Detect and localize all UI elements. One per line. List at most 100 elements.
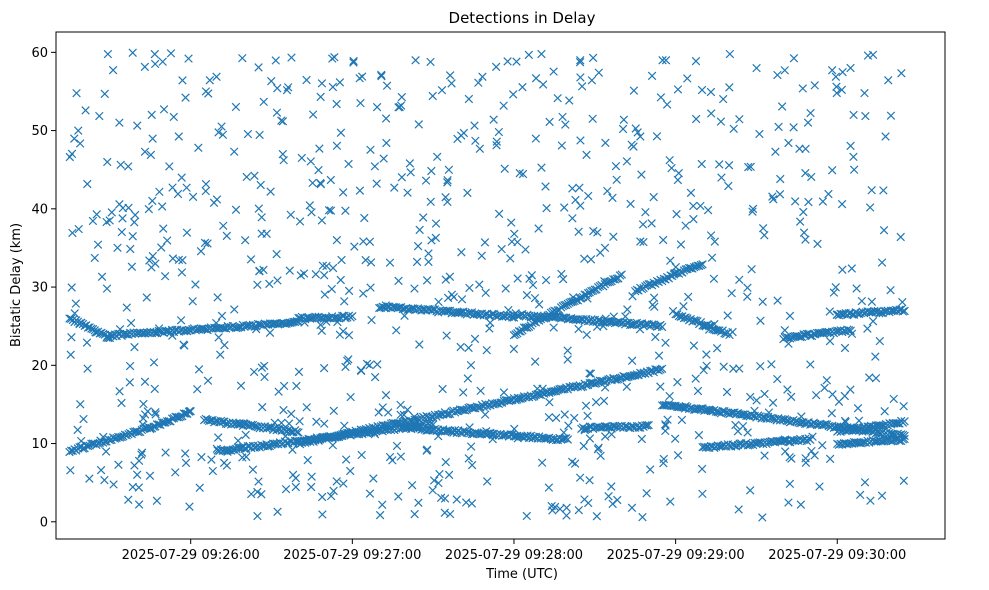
detection-point [235, 420, 244, 429]
x-tick-label: 2025-07-29 09:26:00 [122, 548, 260, 563]
detection-point [317, 326, 327, 336]
detection-point [67, 332, 76, 342]
detection-point [617, 270, 626, 279]
detection-point [191, 280, 200, 289]
detection-point [694, 430, 704, 440]
detection-point [184, 54, 193, 63]
detection-point [123, 162, 133, 171]
detection-point [337, 255, 346, 265]
detection-point [562, 511, 571, 520]
detection-point [196, 247, 206, 256]
detection-point [299, 269, 309, 278]
detection-point [444, 470, 454, 480]
detection-point [461, 498, 471, 507]
detection-point [292, 381, 301, 391]
detection-point [75, 139, 85, 148]
detection-point [628, 292, 637, 301]
detection-point [725, 83, 734, 92]
detection-point [797, 412, 806, 421]
detection-point [593, 228, 602, 237]
detection-point [716, 117, 726, 126]
detection-point [277, 418, 286, 428]
detection-point [658, 56, 667, 65]
detection-point [585, 476, 594, 485]
detection-point [65, 152, 75, 162]
detection-point [327, 284, 337, 294]
detection-point [583, 411, 592, 421]
detection-point [900, 306, 909, 316]
detection-point [118, 203, 128, 213]
detection-point [464, 94, 474, 104]
detection-point [441, 457, 450, 467]
detection-point [844, 439, 854, 448]
detection-point [403, 405, 412, 415]
detection-point [865, 308, 874, 317]
detection-point [254, 204, 264, 213]
detection-point [417, 425, 426, 434]
detection-point [176, 316, 186, 325]
detection-point [737, 410, 746, 419]
detection-point [151, 408, 160, 417]
detection-point [79, 414, 88, 424]
detection-point [480, 410, 490, 419]
detection-point [507, 237, 517, 246]
detection-point [457, 247, 466, 257]
y-tick-label: 30 [31, 281, 48, 296]
detection-point [745, 440, 754, 450]
detection-point [773, 374, 782, 384]
detection-point [501, 284, 510, 293]
detection-point [867, 297, 877, 307]
detection-point [72, 88, 81, 98]
detection-point [254, 477, 263, 486]
detection-point [379, 154, 388, 163]
detection-point [680, 404, 690, 413]
y-tick-label: 50 [31, 124, 48, 139]
detection-point [610, 422, 620, 431]
detection-point [752, 396, 761, 405]
detection-point [522, 290, 532, 300]
detection-point [560, 410, 569, 419]
detection-point [568, 293, 578, 302]
detection-point [724, 181, 733, 191]
detection-point [876, 436, 886, 446]
detection-point [272, 108, 282, 117]
detection-point [825, 454, 835, 464]
detection-point [785, 452, 794, 462]
detection-point [428, 91, 437, 101]
detection-point [470, 334, 480, 344]
detection-point [524, 50, 534, 60]
detection-point [444, 165, 454, 175]
detection-point [90, 253, 99, 263]
detection-point [320, 290, 330, 299]
detection-point [827, 409, 837, 418]
detection-point [259, 97, 268, 107]
detection-point [576, 73, 585, 82]
detection-point [375, 510, 385, 520]
detection-point [537, 49, 546, 59]
detection-point [661, 420, 670, 429]
detection-point [385, 258, 395, 267]
detection-point [528, 280, 538, 290]
detection-point [563, 346, 572, 355]
detection-point [281, 484, 291, 494]
detection-point [277, 116, 286, 125]
detection-point [545, 397, 554, 407]
detection-point [434, 431, 443, 441]
detection-point [443, 176, 452, 185]
detection-point [718, 94, 728, 104]
detection-point [551, 413, 561, 423]
detection-point [676, 240, 686, 249]
detection-point [769, 195, 778, 204]
detection-point [584, 498, 593, 508]
detection-point [555, 504, 565, 514]
detection-point [776, 174, 785, 184]
detection-point [889, 394, 898, 404]
detection-point [603, 186, 612, 196]
detection-point [445, 509, 455, 519]
detection-point [464, 343, 473, 353]
detection-point [437, 85, 447, 95]
detection-point [126, 244, 135, 254]
detection-point [203, 376, 213, 385]
detection-point [286, 210, 295, 220]
